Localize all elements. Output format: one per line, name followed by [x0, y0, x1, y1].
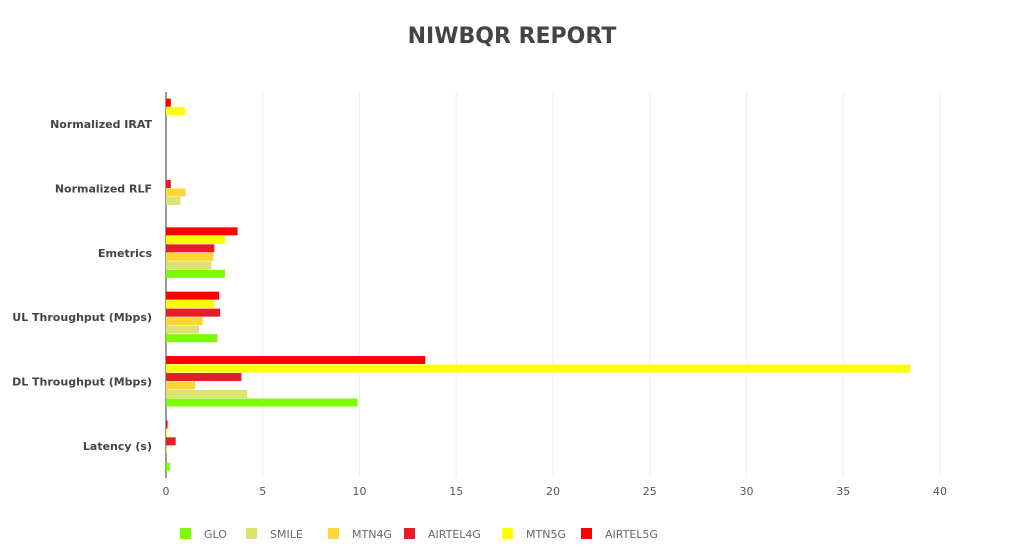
legend-label: AIRTEL4G — [428, 528, 481, 541]
x-tick-label: 40 — [933, 485, 947, 498]
bar-airtel5g — [166, 356, 426, 364]
bar-airtel5g — [166, 98, 171, 107]
y-category-label: Emetrics — [98, 247, 152, 260]
bar-airtel4g — [166, 373, 242, 381]
x-tick-label: 0 — [163, 485, 170, 498]
x-tick-label: 35 — [836, 485, 850, 498]
bar-smile — [166, 261, 212, 270]
bar-mtn5g — [166, 364, 911, 373]
bar-airtel4g — [166, 308, 221, 317]
x-tick-label: 10 — [353, 485, 367, 498]
bar-glo — [166, 462, 170, 471]
bar-airtel5g — [166, 420, 168, 429]
bar-glo — [166, 334, 218, 343]
y-category-label: Normalized IRAT — [50, 118, 152, 131]
legend-swatch — [180, 528, 191, 539]
y-category-label: DL Throughput (Mbps) — [12, 376, 152, 389]
bar-smile — [166, 390, 248, 398]
bar-airtel5g — [166, 291, 220, 300]
y-category-label: UL Throughput (Mbps) — [12, 311, 152, 324]
legend-swatch — [328, 528, 339, 539]
legend-label: MTN4G — [352, 528, 392, 541]
x-tick-label: 30 — [740, 485, 754, 498]
bar-airtel4g — [166, 437, 176, 446]
bar-airtel4g — [166, 244, 215, 253]
y-category-label: Normalized RLF — [55, 183, 152, 196]
legend-swatch — [581, 528, 592, 539]
legend-swatch — [404, 528, 415, 539]
legend-swatch — [246, 528, 257, 539]
x-tick-label: 25 — [643, 485, 657, 498]
bar-smile — [166, 325, 199, 334]
bar-mtn5g — [166, 300, 215, 309]
bar-mtn4g — [166, 445, 167, 454]
legend-label: AIRTEL5G — [605, 528, 658, 541]
x-tick-label: 15 — [449, 485, 463, 498]
legend-label: GLO — [204, 528, 227, 541]
legend-label: SMILE — [270, 528, 303, 541]
x-tick-label: 20 — [546, 485, 560, 498]
bar-mtn4g — [166, 381, 196, 390]
legend-swatch — [502, 528, 513, 539]
bar-mtn5g — [166, 235, 226, 244]
bar-airtel4g — [166, 180, 171, 188]
bar-mtn4g — [166, 252, 214, 261]
bar-mtn4g — [166, 317, 203, 326]
bar-mtn5g — [166, 428, 167, 437]
bar-glo — [166, 269, 226, 278]
bar-mtn5g — [166, 107, 186, 116]
chart-title: NIWBQR REPORT — [407, 24, 617, 49]
bar-smile — [166, 197, 181, 205]
y-category-label: Latency (s) — [83, 440, 152, 453]
bar-mtn4g — [166, 188, 186, 197]
legend-label: MTN5G — [526, 528, 566, 541]
bar-airtel5g — [166, 227, 238, 236]
x-tick-label: 5 — [259, 485, 266, 498]
bar-glo — [166, 398, 358, 407]
